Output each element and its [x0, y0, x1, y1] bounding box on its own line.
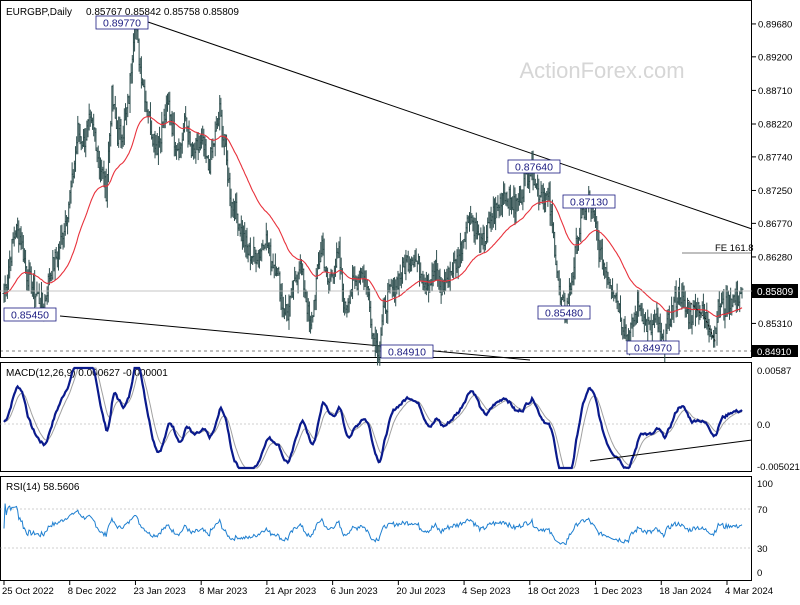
x-tick-label: 4 Mar 2024: [725, 586, 773, 597]
bottom-level-tag: 0.84910: [752, 345, 798, 358]
rsi-panel-frame: [0, 476, 752, 581]
label-nov-low-text: 0.85480: [545, 308, 583, 320]
label-low-left: 0.85450: [3, 307, 57, 322]
rsi-tick-30: 30: [757, 544, 768, 555]
watermark: ActionForex.com: [519, 58, 684, 83]
x-tick-label: 8 Mar 2023: [199, 586, 247, 597]
label-nov-low: 0.85480: [537, 305, 591, 320]
macd-tick-bottom: -0.005021: [757, 462, 800, 473]
rsi-tick-70: 70: [757, 505, 768, 516]
ohlc-bar: [740, 287, 744, 299]
label-oct-high-text: 0.87640: [515, 162, 553, 174]
x-tick-label: 18 Jan 2024: [659, 586, 711, 597]
macd-tick-top: 0.00587: [757, 366, 791, 377]
macd-line: [3, 366, 743, 470]
price-tick-label: 0.86280: [758, 252, 792, 263]
label-high: 0.89770: [95, 15, 149, 30]
x-tick-label: 25 Oct 2022: [2, 586, 54, 597]
current-price-tag: 0.85809: [752, 284, 798, 298]
x-tick-label: 20 Jul 2023: [396, 586, 445, 597]
x-tick-label: 18 Oct 2023: [528, 586, 580, 597]
lower-trendline: [59, 315, 531, 361]
x-tick-label: 6 Jun 2023: [331, 586, 378, 597]
price-tick-label: 0.89680: [758, 19, 792, 30]
price-panel-frame: [0, 0, 752, 358]
x-tick-label: 1 Dec 2023: [594, 586, 643, 597]
recent-swing-dotted: [687, 299, 717, 344]
label-high-text: 0.89770: [103, 18, 141, 30]
price-tick-label: 0.85310: [758, 319, 792, 330]
x-tick-label: 21 Apr 2023: [265, 586, 316, 597]
current-price-tag-text: 0.85809: [757, 287, 794, 298]
label-feb-low-text: 0.84970: [634, 343, 672, 355]
x-axis: 25 Oct 2022 8 Dec 2022 23 Jan 2023 8 Mar 20…: [2, 581, 773, 597]
macd-title: MACD(12,26,9) 0.000627 -0.000001: [6, 368, 168, 379]
label-low-left-text: 0.85450: [11, 310, 49, 322]
label-aug-low-text: 0.84910: [388, 347, 426, 359]
x-tick-label: 8 Dec 2022: [68, 586, 117, 597]
label-feb-low: 0.84970: [626, 340, 680, 355]
symbol-label: EURGBP,Daily: [6, 7, 72, 18]
price-tick-label: 0.86770: [758, 219, 792, 230]
rsi-title: RSI(14) 58.5606: [6, 482, 80, 493]
ohlc-readout: 0.85767 0.85842 0.85758 0.85809: [86, 7, 239, 18]
price-tick-label: 0.89200: [758, 52, 792, 63]
label-fe-161: FE 161.8: [715, 243, 754, 254]
price-tick-label: 0.88710: [758, 86, 792, 97]
rsi-tick-100: 100: [757, 479, 773, 490]
moving-average-line: [3, 116, 743, 318]
price-tick-label: 0.87740: [758, 152, 792, 163]
macd-trendline: [589, 439, 753, 462]
label-dec-high-text: 0.87130: [570, 197, 608, 209]
x-tick-label: 4 Sep 2023: [462, 586, 511, 597]
rsi-line: [3, 503, 743, 546]
macd-tick-zero: 0.0: [757, 420, 770, 431]
label-aug-low: 0.84910: [380, 344, 434, 359]
x-tick-label: 23 Jan 2023: [133, 586, 185, 597]
price-tick-label: 0.87250: [758, 186, 792, 197]
price-tick-label: 0.88220: [758, 119, 792, 130]
rsi-tick-0: 0: [757, 568, 762, 579]
label-dec-high: 0.87130: [562, 194, 616, 209]
bottom-level-tag-text: 0.84910: [757, 347, 791, 358]
upper-trendline: [147, 21, 753, 230]
price-y-ticks: 0.89680 0.89200 0.88710 0.88220 0.87740 0.872…: [752, 19, 792, 330]
price-bars: [2, 15, 744, 366]
label-oct-high: 0.87640: [507, 159, 561, 174]
